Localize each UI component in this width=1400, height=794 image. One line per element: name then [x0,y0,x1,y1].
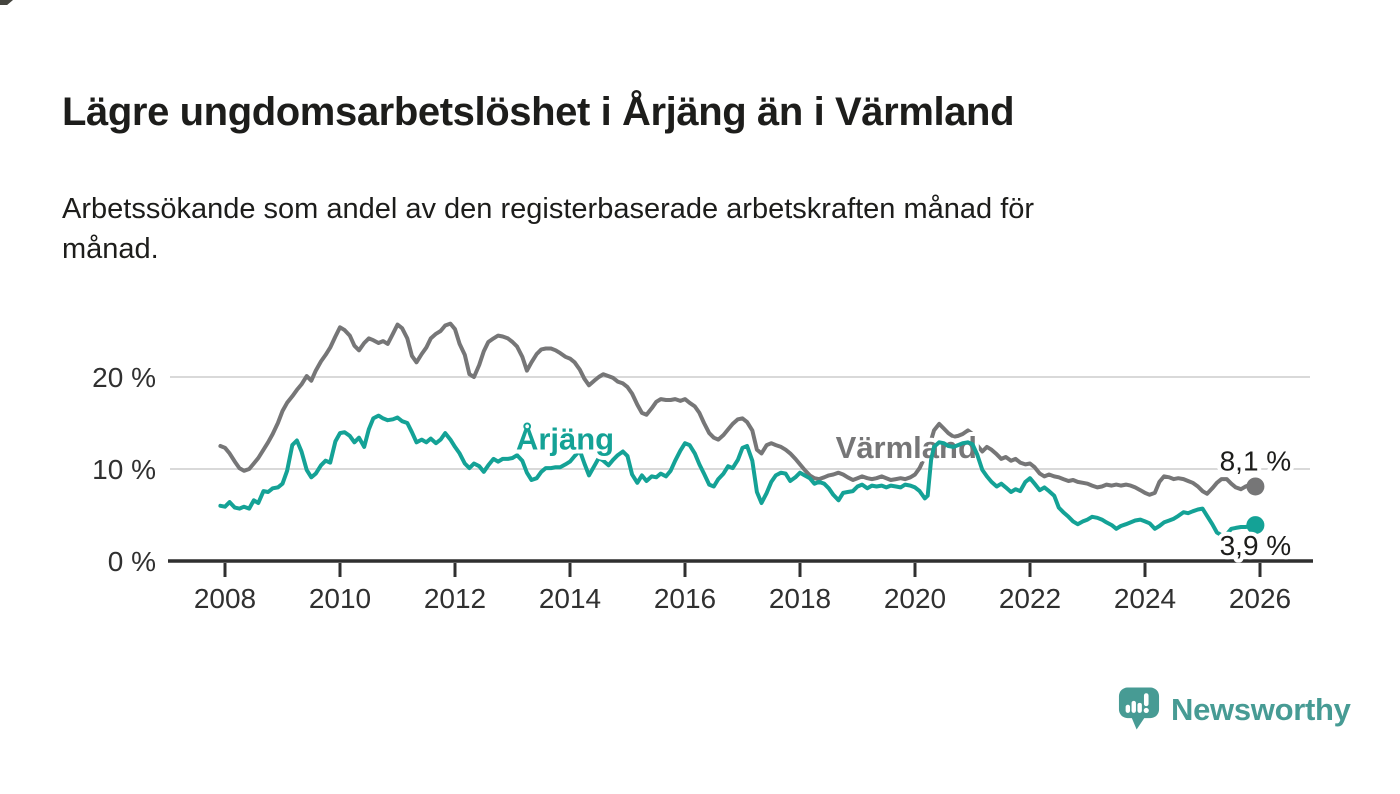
chart-subtitle-line-2: månad. [62,233,159,266]
vrmland-line [218,321,1258,497]
y-label-0: 0 % [108,546,156,577]
vrmland-end-dot [1246,477,1265,496]
x-label-2020: 2020 [884,583,946,614]
x-label-2018: 2018 [769,583,831,614]
x-label-2016: 2016 [654,583,716,614]
x-label-2012: 2012 [424,583,486,614]
y-label-10: 10 % [92,454,156,485]
rjng-line [218,413,1258,538]
x-label-2014: 2014 [539,583,601,614]
rjng-series-label: Årjäng [516,422,614,457]
chart-subtitle-line-1: Arbetssökande som andel av den registerb… [62,193,1035,225]
x-label-2026: 2026 [1229,583,1291,614]
vrmland-end-label: 8,1 % [1220,445,1292,476]
newsworthy-logo-text: Newsworthy [1171,691,1351,727]
rjng-end-label: 3,9 % [1220,530,1292,561]
rjng-end-dot [1246,516,1265,535]
x-label-2022: 2022 [999,583,1061,614]
x-label-2008: 2008 [194,583,256,614]
chart-title: Lägre ungdomsarbetslöshet i Årjäng än i … [62,89,1015,134]
newsworthy-logo-icon [1118,687,1160,730]
corner-artifact [0,0,13,5]
x-label-2010: 2010 [309,583,371,614]
x-label-2024: 2024 [1114,583,1176,614]
chart-subtitle: Arbetssökande som andel av den registerb… [62,189,1322,269]
y-label-20: 20 % [92,362,156,393]
logo-bar-chart-glyph [1125,693,1149,714]
newsworthy-logo: Newsworthy [1118,686,1351,733]
